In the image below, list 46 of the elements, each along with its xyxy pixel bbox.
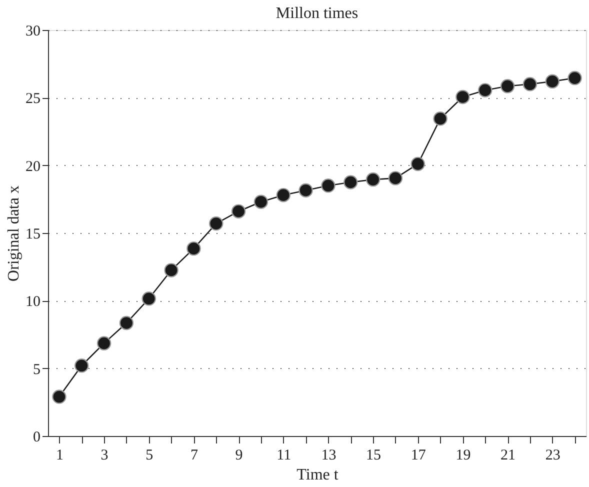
y-tick-label: 10 [26, 294, 40, 310]
point [52, 390, 66, 404]
y-tick-label: 5 [33, 362, 40, 378]
x-tick-label: 17 [410, 448, 426, 464]
y-tick-label: 30 [26, 24, 40, 40]
x-tick-label: 1 [56, 448, 64, 464]
point [209, 216, 224, 231]
point [366, 172, 380, 187]
point [142, 292, 156, 306]
point [298, 183, 313, 198]
x-tick-label: 11 [276, 448, 292, 464]
point [500, 79, 515, 94]
x-tick-label: 7 [190, 448, 198, 464]
point [254, 194, 268, 209]
y-axis-title: Original data x [6, 186, 22, 282]
y-tick-label: 0 [33, 430, 40, 446]
point [186, 241, 201, 256]
point [478, 83, 492, 98]
y-tick-label: 20 [26, 158, 40, 175]
x-axis-title: Time t [296, 466, 339, 484]
chart-title: Millon times [276, 5, 358, 22]
point [74, 358, 89, 373]
y-tick-label: 15 [26, 226, 40, 242]
x-tick-label: 13 [321, 448, 336, 464]
point [344, 175, 358, 190]
x-tick-label: 15 [366, 448, 382, 464]
point [321, 178, 336, 193]
point [96, 336, 112, 350]
point [119, 316, 134, 330]
point [276, 188, 290, 202]
point [568, 70, 582, 86]
x-tick-label: 23 [545, 448, 560, 464]
x-tick-label: 19 [456, 448, 471, 464]
point [164, 263, 178, 278]
point [545, 74, 560, 89]
x-tick-label: 9 [235, 448, 243, 464]
point [410, 156, 425, 172]
x-tick-label: 21 [500, 448, 516, 464]
point [388, 171, 403, 186]
x-tick-label: 3 [100, 448, 108, 464]
y-tick-label: 25 [26, 91, 40, 108]
x-tick-label: 5 [146, 448, 154, 464]
point [433, 112, 448, 126]
point [456, 90, 470, 104]
point [231, 204, 246, 218]
point [522, 77, 538, 92]
